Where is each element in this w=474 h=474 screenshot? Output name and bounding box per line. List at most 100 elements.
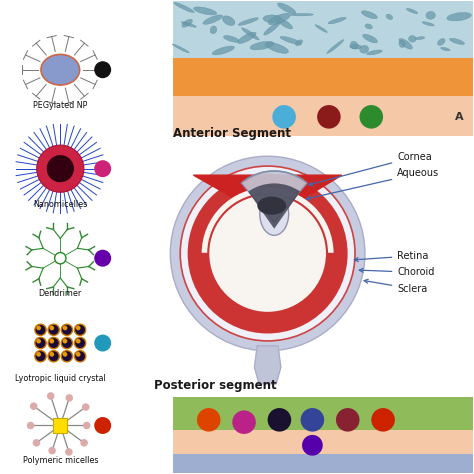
Ellipse shape <box>447 12 471 21</box>
Circle shape <box>35 324 46 336</box>
Ellipse shape <box>214 204 321 266</box>
Circle shape <box>170 156 365 351</box>
Circle shape <box>82 403 90 411</box>
Polygon shape <box>255 346 281 384</box>
Circle shape <box>268 408 291 432</box>
Ellipse shape <box>181 22 196 27</box>
Ellipse shape <box>440 47 450 51</box>
Circle shape <box>48 324 59 336</box>
Circle shape <box>76 352 81 357</box>
Ellipse shape <box>426 11 435 19</box>
Circle shape <box>371 408 395 432</box>
Ellipse shape <box>237 32 256 44</box>
Ellipse shape <box>277 3 296 14</box>
Circle shape <box>232 410 256 434</box>
Circle shape <box>83 422 91 429</box>
Circle shape <box>94 250 111 267</box>
Circle shape <box>63 326 67 330</box>
Ellipse shape <box>182 19 192 27</box>
Text: Dendrimer: Dendrimer <box>39 289 82 298</box>
Circle shape <box>74 324 86 336</box>
Circle shape <box>201 188 334 319</box>
Circle shape <box>94 417 111 434</box>
Circle shape <box>63 339 67 344</box>
Circle shape <box>33 439 40 447</box>
Ellipse shape <box>193 7 217 15</box>
Text: PEGylated NP: PEGylated NP <box>33 100 88 109</box>
Circle shape <box>61 324 73 336</box>
Circle shape <box>359 105 383 128</box>
Polygon shape <box>189 175 346 254</box>
Circle shape <box>65 394 73 401</box>
Bar <box>173 1 473 58</box>
Circle shape <box>180 166 355 341</box>
Ellipse shape <box>360 46 369 53</box>
Circle shape <box>61 351 73 362</box>
Ellipse shape <box>210 26 217 34</box>
Ellipse shape <box>263 15 282 23</box>
Text: Posterior segment: Posterior segment <box>155 379 277 392</box>
Ellipse shape <box>174 2 194 13</box>
Ellipse shape <box>242 28 259 40</box>
Circle shape <box>27 422 34 429</box>
Ellipse shape <box>328 18 346 24</box>
Circle shape <box>74 337 86 349</box>
Circle shape <box>47 392 55 400</box>
Circle shape <box>35 351 46 362</box>
Circle shape <box>81 439 88 447</box>
Circle shape <box>48 351 59 362</box>
Ellipse shape <box>257 197 286 215</box>
Bar <box>173 96 473 136</box>
Circle shape <box>49 326 54 330</box>
Ellipse shape <box>416 36 425 39</box>
Ellipse shape <box>399 40 405 47</box>
Ellipse shape <box>409 36 416 42</box>
Circle shape <box>76 339 81 344</box>
Ellipse shape <box>399 38 412 49</box>
FancyBboxPatch shape <box>53 419 67 433</box>
Polygon shape <box>193 175 342 242</box>
Circle shape <box>197 408 220 432</box>
Text: Sclera: Sclera <box>364 279 428 294</box>
Ellipse shape <box>438 38 445 46</box>
Circle shape <box>36 339 41 344</box>
Ellipse shape <box>222 16 235 26</box>
Ellipse shape <box>250 41 274 50</box>
Ellipse shape <box>268 13 291 25</box>
Circle shape <box>94 160 111 177</box>
Ellipse shape <box>41 55 80 85</box>
Ellipse shape <box>327 40 344 54</box>
Bar <box>173 454 473 473</box>
Ellipse shape <box>260 192 289 236</box>
Ellipse shape <box>315 25 328 32</box>
Ellipse shape <box>172 44 189 53</box>
Circle shape <box>63 352 67 357</box>
Wedge shape <box>241 171 307 222</box>
Ellipse shape <box>350 41 358 49</box>
Circle shape <box>49 352 54 357</box>
Circle shape <box>94 61 111 78</box>
Circle shape <box>65 448 73 456</box>
Circle shape <box>94 335 111 352</box>
Text: Anterior Segment: Anterior Segment <box>173 127 292 140</box>
Ellipse shape <box>264 22 280 35</box>
Text: Choroid: Choroid <box>359 267 435 277</box>
Circle shape <box>55 253 66 264</box>
Circle shape <box>301 408 324 432</box>
Circle shape <box>35 337 46 349</box>
Ellipse shape <box>277 18 292 29</box>
Ellipse shape <box>350 45 361 49</box>
Ellipse shape <box>366 50 383 55</box>
Ellipse shape <box>212 46 235 55</box>
Ellipse shape <box>363 34 377 43</box>
Circle shape <box>76 326 81 330</box>
Polygon shape <box>200 254 335 321</box>
Circle shape <box>208 194 327 313</box>
Ellipse shape <box>265 43 289 53</box>
Circle shape <box>273 105 296 128</box>
Circle shape <box>49 339 54 344</box>
Text: Lyotropic liquid crystal: Lyotropic liquid crystal <box>15 374 106 383</box>
Ellipse shape <box>386 14 392 19</box>
Text: Polymeric micelles: Polymeric micelles <box>23 456 98 465</box>
Ellipse shape <box>361 11 377 18</box>
